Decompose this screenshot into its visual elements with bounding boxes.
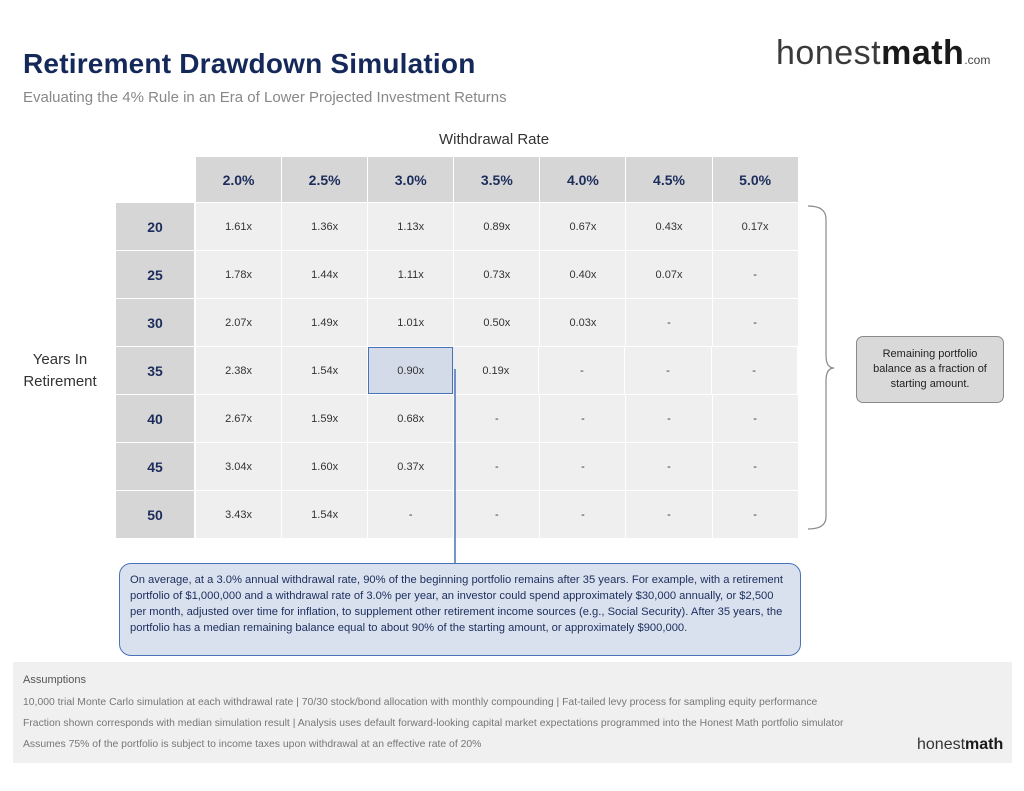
footer-logo-bold: math [965,736,1004,753]
table-cell: 0.37x [368,443,455,490]
assumptions-title: Assumptions [23,674,86,686]
table-cell: - [625,347,712,394]
table-cell: - [626,395,713,442]
column-header: 4.5% [626,157,713,202]
page-subtitle: Evaluating the 4% Rule in an Era of Lowe… [23,89,507,106]
table-cell: 0.19x [453,347,540,394]
y-axis-label: Years In Retirement [23,351,97,390]
table-cell: - [712,491,799,538]
column-header: 4.0% [540,157,627,202]
row-header: 40 [116,395,194,443]
table-cell: 0.03x [540,299,627,346]
table-cell: 0.17x [712,203,799,250]
table-cell: - [454,395,541,442]
assumption-line: Fraction shown corresponds with median s… [23,718,844,729]
logo-light-text: honest [776,34,882,72]
table-cell: 1.61x [196,203,283,250]
table-row: 3.43x 1.54x - - - - - [196,491,799,539]
honestmath-logo: honestmath.com [776,34,990,73]
data-grid: 1.61x 1.36x 1.13x 0.89x 0.67x 0.43x 0.17x 1.78x… [196,203,799,539]
column-header: 2.5% [282,157,369,202]
table-cell: 1.60x [282,443,369,490]
table-cell: 2.07x [196,299,283,346]
table-cell: - [540,443,627,490]
column-header: 2.0% [196,157,283,202]
logo-bold-text: math [881,34,965,72]
table-cell: - [626,443,713,490]
table-cell: 1.13x [368,203,455,250]
table-cell: 1.36x [282,203,369,250]
column-header: 5.0% [712,157,799,202]
table-cell: - [540,491,627,538]
table-cell: 0.07x [626,251,713,298]
assumption-line: 10,000 trial Monte Carlo simulation at e… [23,697,818,708]
column-header: 3.5% [454,157,541,202]
table-cell: - [712,299,799,346]
table-row: 2.67x 1.59x 0.68x - - - - [196,395,799,443]
table-cell: 0.68x [368,395,455,442]
table-row: 3.04x 1.60x 0.37x - - - - [196,443,799,491]
table-cell: 1.44x [282,251,369,298]
table-row: 1.78x 1.44x 1.11x 0.73x 0.40x 0.07x - [196,251,799,299]
footer-logo: honestmath [917,736,1003,754]
row-header: 45 [116,443,194,491]
table-cell: 0.73x [454,251,541,298]
table-cell: 1.78x [196,251,283,298]
table-cell: 1.01x [368,299,455,346]
right-brace-icon [807,205,835,530]
footer-logo-light: honest [917,736,966,753]
table-cell: - [712,251,799,298]
table-cell: 0.50x [454,299,541,346]
highlighted-cell: 0.90x [368,347,454,394]
table-cell: 2.38x [196,347,283,394]
table-row: 1.61x 1.36x 1.13x 0.89x 0.67x 0.43x 0.17x [196,203,799,251]
table-cell: - [540,395,627,442]
table-cell: 0.89x [454,203,541,250]
explanation-callout: On average, at a 3.0% annual withdrawal … [119,563,801,656]
table-cell: - [368,491,455,538]
table-cell: 0.67x [540,203,627,250]
row-label-column: 20 25 30 35 40 45 50 [116,203,194,539]
table-cell: - [712,395,799,442]
table-cell: 0.43x [626,203,713,250]
table-cell: 3.04x [196,443,283,490]
table-cell: 1.54x [282,347,369,394]
table-cell: 0.40x [540,251,627,298]
table-row: 2.07x 1.49x 1.01x 0.50x 0.03x - - [196,299,799,347]
table-cell: - [711,347,798,394]
logo-domain-text: .com [964,53,991,67]
table-cell: - [454,491,541,538]
row-header: 20 [116,203,194,251]
table-cell: - [626,299,713,346]
assumption-line: Assumes 75% of the portfolio is subject … [23,739,482,750]
table-cell: 1.11x [368,251,455,298]
table-row: 2.38x 1.54x 0.90x 0.19x - - - [196,347,799,395]
table-cell: 1.54x [282,491,369,538]
table-cell: 3.43x [196,491,283,538]
column-header-row: 2.0% 2.5% 3.0% 3.5% 4.0% 4.5% 5.0% [196,157,799,202]
table-cell: 1.49x [282,299,369,346]
row-header: 35 [116,347,194,395]
legend-callout: Remaining portfolio balance as a fractio… [856,336,1004,403]
table-cell: 1.59x [282,395,369,442]
table-cell: - [539,347,626,394]
table-cell: - [454,443,541,490]
x-axis-label: Withdrawal Rate [439,131,550,148]
row-header: 50 [116,491,194,539]
table-cell: 2.67x [196,395,283,442]
row-header: 25 [116,251,194,299]
row-header: 30 [116,299,194,347]
table-cell: - [626,491,713,538]
page-title: Retirement Drawdown Simulation [23,48,476,79]
assumptions-panel: Assumptions 10,000 trial Monte Carlo sim… [13,662,1012,763]
column-header: 3.0% [368,157,455,202]
table-cell: - [712,443,799,490]
